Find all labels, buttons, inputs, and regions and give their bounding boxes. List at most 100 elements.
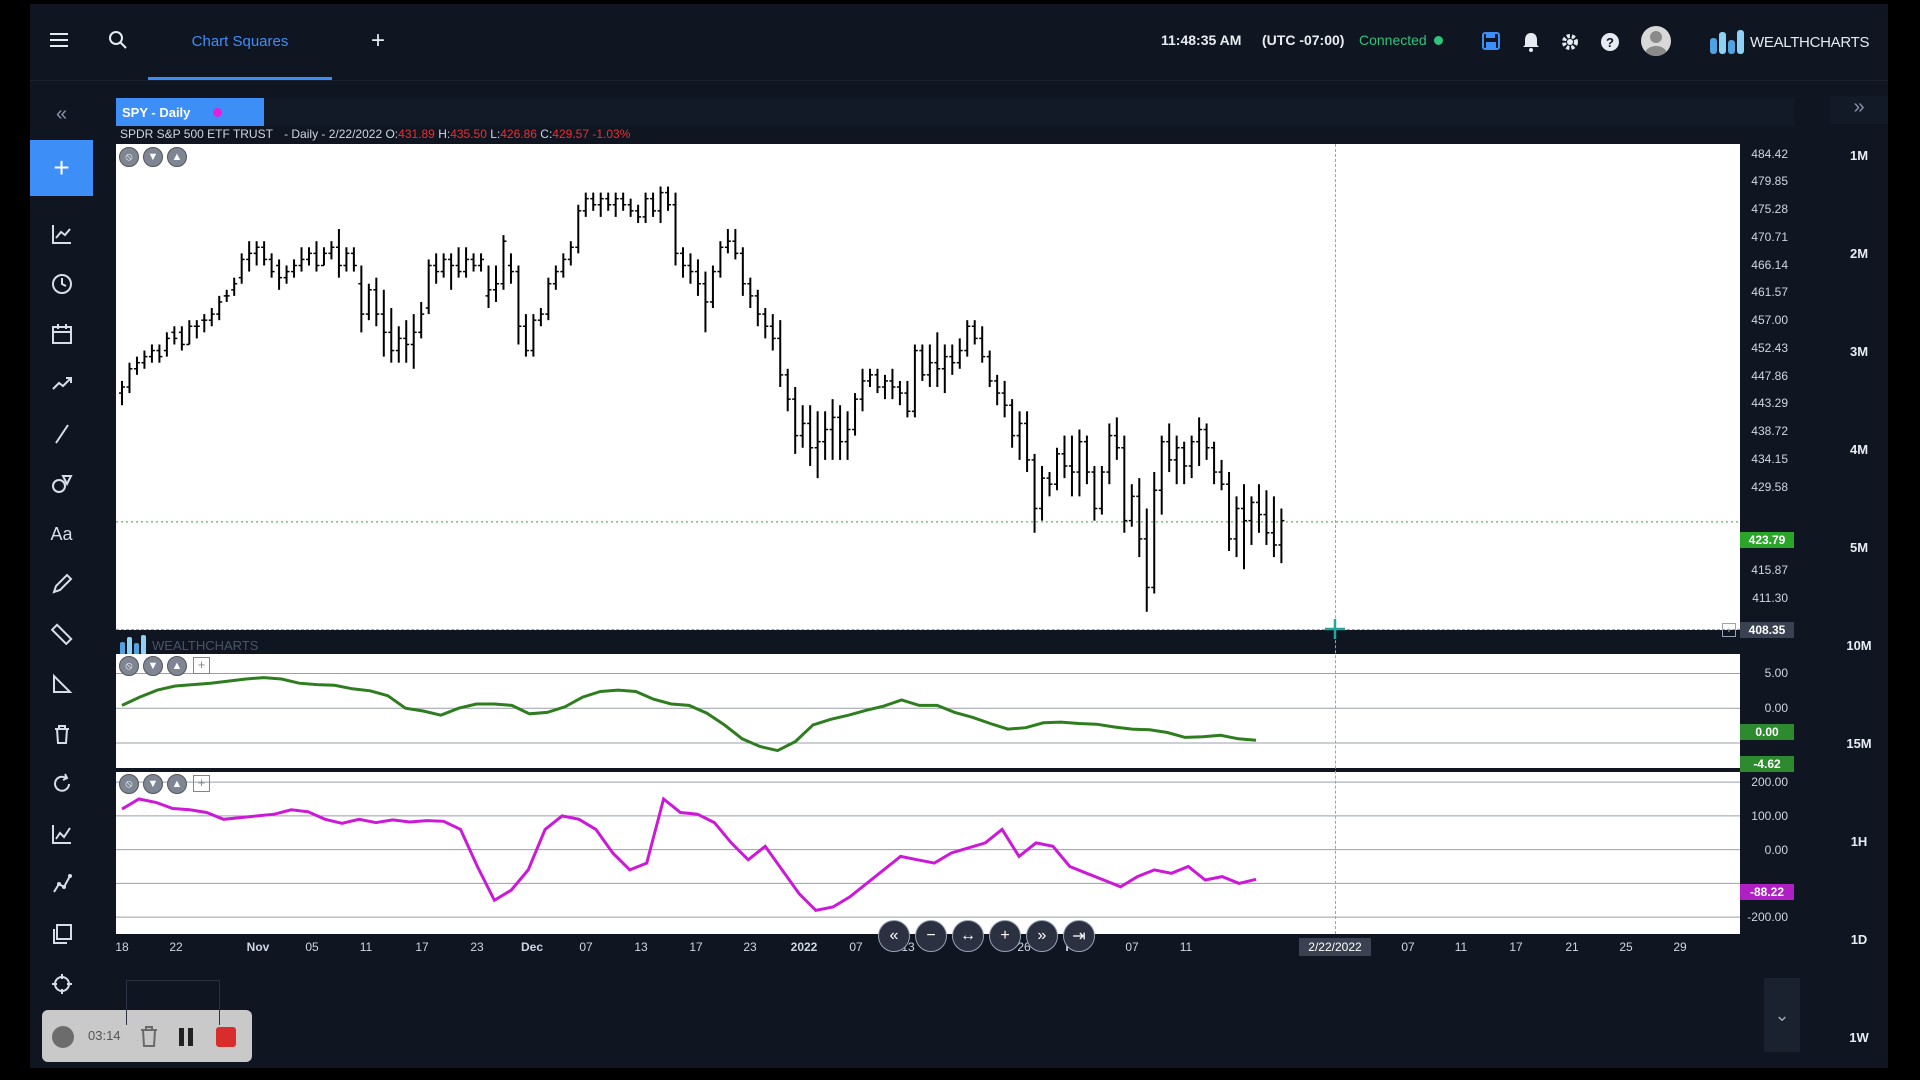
expand-bottom-button[interactable]: ⌄ <box>1764 978 1800 1052</box>
search-icon[interactable] <box>108 30 128 54</box>
line-tool-icon[interactable] <box>30 416 93 452</box>
pane-down-icon[interactable]: ▼ <box>143 656 163 676</box>
discard-recording-icon[interactable] <box>138 1024 160 1048</box>
indicators-icon[interactable] <box>30 816 93 852</box>
pane-down-icon[interactable]: ▼ <box>143 774 163 794</box>
ohlc-bar <box>807 405 814 466</box>
timeframe-15m[interactable]: 15M <box>1846 736 1872 751</box>
osc1-axis[interactable]: 5.00 0.00 <box>1740 654 1794 768</box>
pane-up-icon[interactable]: ▲ <box>167 656 187 676</box>
add-indicator-icon[interactable]: + <box>193 775 210 792</box>
zoom-in-button[interactable]: + <box>989 920 1021 952</box>
ohlc-bar <box>223 289 230 302</box>
timeframe-3m[interactable]: 3M <box>1849 344 1869 359</box>
timeframe-1m[interactable]: 1M <box>1849 148 1869 163</box>
ohlc-bar <box>627 198 634 217</box>
tab-chart-squares[interactable]: Chart Squares <box>148 4 332 80</box>
open-label: O: <box>385 127 399 141</box>
symbol-tab[interactable]: SPY - Daily <box>116 98 264 126</box>
price-tick: 484.42 <box>1751 146 1788 161</box>
pane-up-icon[interactable]: ▲ <box>167 774 187 794</box>
ohlc-bar <box>1054 447 1060 491</box>
pencil-icon[interactable] <box>30 566 93 602</box>
pane-down-icon[interactable]: ▼ <box>143 147 163 167</box>
osc2-axis[interactable]: 200.00 100.00 0.00 -200.00 <box>1740 772 1794 934</box>
bell-icon[interactable] <box>1522 32 1540 56</box>
cursor-add-icon[interactable]: + <box>1722 623 1736 637</box>
scroll-back-button[interactable]: « <box>878 920 910 952</box>
price-tick: 447.86 <box>1751 368 1788 383</box>
gear-icon[interactable] <box>1560 32 1580 56</box>
text-tool-icon[interactable]: Aa <box>50 523 73 544</box>
save-icon[interactable] <box>1482 32 1500 54</box>
ohlc-bar <box>500 235 507 290</box>
ohlc-bar <box>560 253 567 278</box>
last-price-tag: 423.79 <box>1740 532 1794 548</box>
chart-type-icon[interactable] <box>30 216 93 252</box>
timeframe-1d[interactable]: 1D <box>1850 932 1868 947</box>
ohlc-bar <box>792 387 799 454</box>
ohlc-bar <box>1173 435 1180 485</box>
collapse-left-button[interactable]: « <box>55 102 68 125</box>
menu-icon[interactable] <box>50 30 68 52</box>
low-label: L: <box>490 127 501 141</box>
trend-icon[interactable] <box>30 366 93 402</box>
oscillator-line <box>121 676 1257 753</box>
scroll-to-end-button[interactable]: ⇥ <box>1063 920 1095 952</box>
measure-icon[interactable] <box>30 666 93 702</box>
ohlc-bar <box>971 320 978 345</box>
price-tick: 443.29 <box>1751 396 1788 411</box>
clock-icon[interactable] <box>30 266 93 302</box>
price-axis[interactable]: 484.42 479.85 475.28 470.71 466.14 461.57 457.… <box>1740 144 1794 630</box>
oscillator-1-pane[interactable]: ⦸ ▼ ▲ + <box>116 654 1740 768</box>
pane-up-icon[interactable]: ▲ <box>167 147 187 167</box>
add-indicator-icon[interactable]: + <box>193 657 210 674</box>
help-icon[interactable]: ? <box>1600 32 1620 56</box>
ohlc-bar <box>1091 465 1098 521</box>
timeframe-1h[interactable]: 1H <box>1850 834 1868 849</box>
osc-tick: 0.00 <box>1764 701 1788 716</box>
add-drawing-button[interactable]: + <box>30 140 93 196</box>
price-tick: 470.71 <box>1751 229 1788 244</box>
ohlc-bar <box>694 259 701 296</box>
scroll-forward-button[interactable]: » <box>1026 920 1058 952</box>
ruler-icon[interactable] <box>30 616 93 652</box>
shapes-icon[interactable] <box>30 466 93 502</box>
time-tick: 11 <box>1179 940 1193 954</box>
timeframe-1w[interactable]: 1W <box>1849 1030 1869 1045</box>
close-pane-icon[interactable]: ⦸ <box>119 147 139 167</box>
timeframe-5m[interactable]: 5M <box>1849 540 1869 555</box>
fit-button[interactable]: ↔ <box>952 920 984 952</box>
timeframe-4m[interactable]: 4M <box>1849 442 1869 457</box>
layers-icon[interactable] <box>30 916 93 952</box>
time-tick: 23 <box>743 940 757 954</box>
connection-status: Connected <box>1359 32 1427 48</box>
oscillator-2-pane[interactable]: ⦸ ▼ ▲ + <box>116 772 1740 934</box>
recording-time: 03:14 <box>88 1028 121 1043</box>
calendar-icon[interactable] <box>30 316 93 352</box>
ohlc-bar <box>470 253 477 272</box>
price-tick: 415.87 <box>1751 563 1788 578</box>
crosshair-icon[interactable] <box>30 966 93 1002</box>
timeframe-2m[interactable]: 2M <box>1849 246 1869 261</box>
pause-icon[interactable] <box>178 1027 194 1047</box>
add-tab-icon[interactable]: + <box>371 27 386 54</box>
close-pane-icon[interactable]: ⦸ <box>119 656 139 676</box>
price-tick: 466.14 <box>1751 257 1788 272</box>
ohlc-bar <box>852 393 859 436</box>
stop-recording-icon[interactable] <box>216 1027 236 1047</box>
refresh-icon[interactable] <box>30 766 93 802</box>
trash-icon[interactable] <box>30 716 93 752</box>
ohlc-bar <box>365 283 372 321</box>
time-tick: 22 <box>169 940 183 954</box>
timeframe-10m[interactable]: 10M <box>1846 638 1872 653</box>
strategy-icon[interactable] <box>30 866 93 902</box>
ohlc-bar <box>141 350 148 369</box>
ohlc-bar <box>448 253 455 290</box>
avatar[interactable] <box>1641 26 1671 56</box>
collapse-right-button[interactable]: » <box>1830 96 1888 124</box>
brand-name: WEALTHCHARTS <box>1750 34 1870 51</box>
price-plot[interactable]: ⦸ ▼ ▲ <box>116 144 1740 630</box>
close-pane-icon[interactable]: ⦸ <box>119 774 139 794</box>
zoom-out-button[interactable]: − <box>915 920 947 952</box>
